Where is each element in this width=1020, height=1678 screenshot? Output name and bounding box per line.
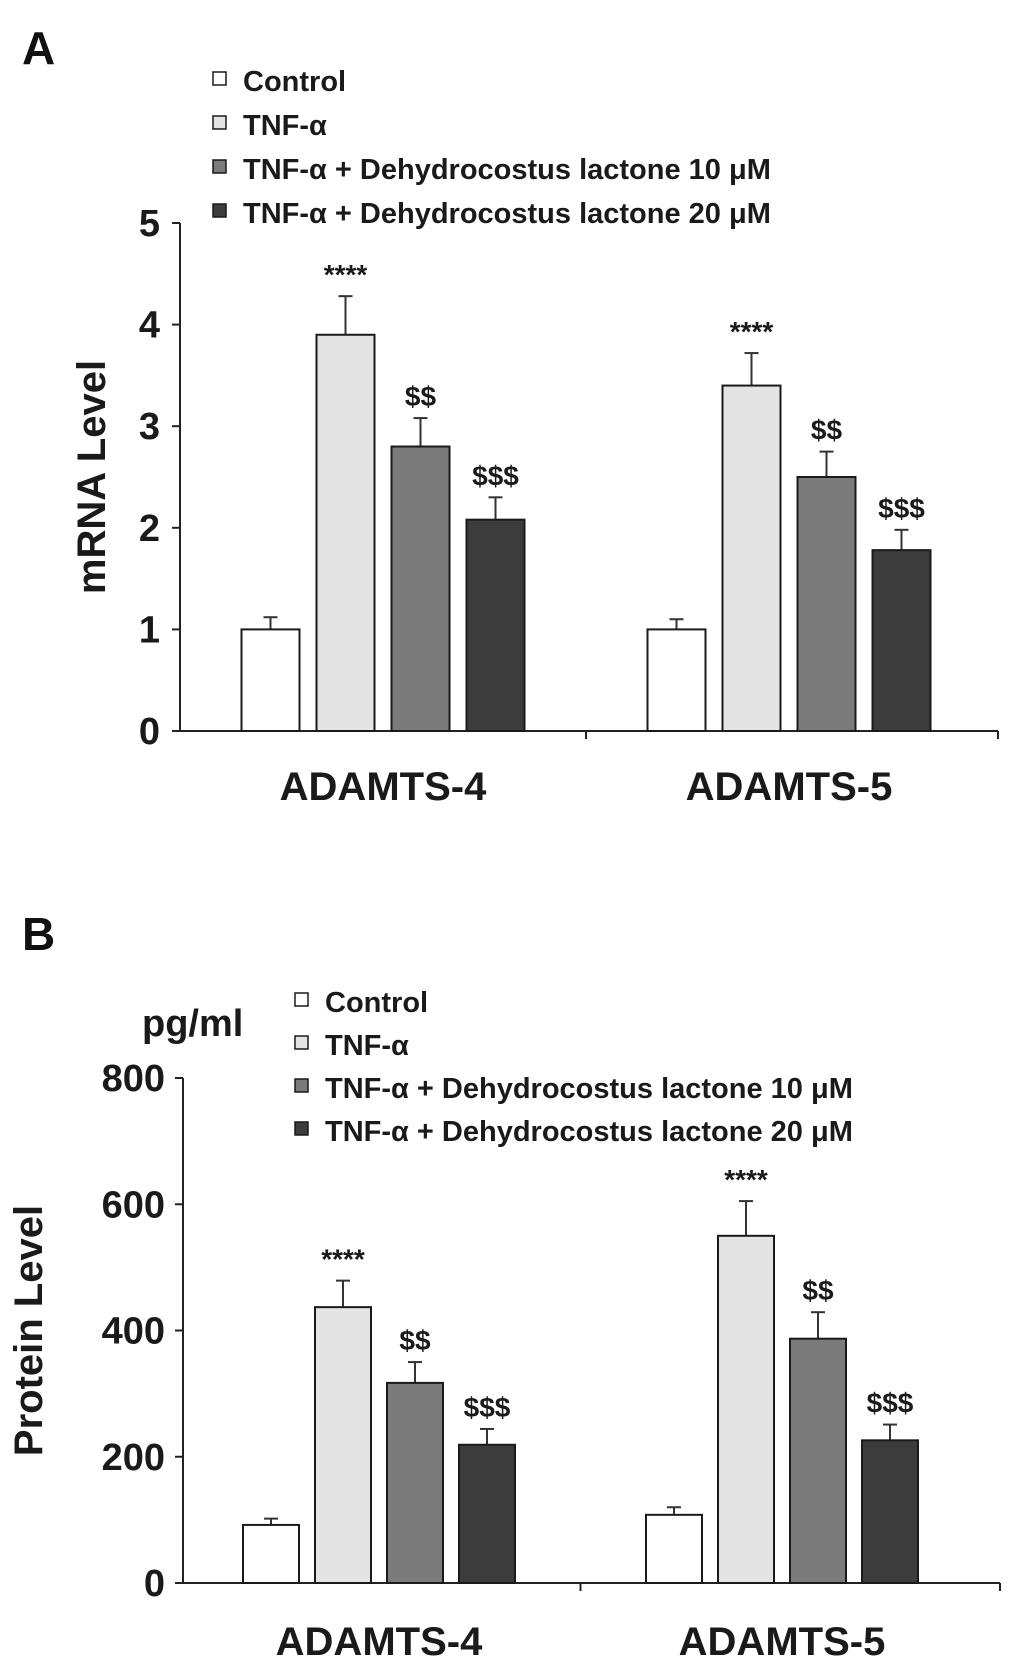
bar <box>645 1513 703 1584</box>
bar <box>721 384 782 732</box>
significance-label: $$$ <box>472 460 519 491</box>
legend-label: TNF-α + Dehydrocostus lactone 10 μM <box>243 154 771 186</box>
y-tick-label: 200 <box>102 1437 165 1479</box>
y-axis-label: mRNA Level <box>70 360 114 594</box>
legend-swatch <box>212 203 227 218</box>
y-tick-label: 0 <box>139 711 160 753</box>
bar <box>796 476 857 732</box>
y-tick-label: 4 <box>139 305 160 347</box>
bar <box>717 1234 775 1584</box>
legend-label: TNF-α <box>325 1030 409 1062</box>
significance-label: **** <box>324 259 368 290</box>
category-label: ADAMTS-5 <box>679 1620 886 1664</box>
y-tick-label: 2 <box>139 508 160 550</box>
bar <box>315 333 376 732</box>
legend-swatch <box>212 159 227 174</box>
significance-label: $$$ <box>464 1392 511 1423</box>
significance-label: **** <box>724 1164 768 1195</box>
bar <box>386 1381 444 1585</box>
bar <box>861 1439 919 1585</box>
bar <box>646 628 707 733</box>
significance-label: **** <box>321 1244 365 1275</box>
category-label: ADAMTS-4 <box>280 765 487 809</box>
bar <box>871 549 932 732</box>
legend-swatch <box>212 115 227 130</box>
chart-panel-b: B Control TNF-α TNF-α + Dehydrocostus lacto… <box>7 908 1001 1664</box>
bar <box>465 518 526 732</box>
legend-label: TNF-α <box>243 110 327 142</box>
bar <box>789 1337 847 1585</box>
significance-label: $$$ <box>878 493 925 524</box>
y-tick-label: 1 <box>139 609 160 651</box>
legend-swatch <box>294 1121 309 1136</box>
y-axis-label: Protein Level <box>7 1205 51 1456</box>
y-tick-label: 3 <box>139 406 160 448</box>
significance-label: **** <box>730 316 774 347</box>
legend-label: TNF-α + Dehydrocostus lactone 20 μM <box>325 1116 853 1148</box>
legend-swatch <box>294 992 309 1007</box>
bar <box>390 445 451 732</box>
y-tick-label: 0 <box>144 1563 165 1605</box>
legend-swatch <box>294 1078 309 1093</box>
panel-letter: B <box>22 908 55 960</box>
bar <box>240 628 301 733</box>
significance-label: $$$ <box>867 1388 914 1419</box>
bar <box>458 1443 516 1584</box>
unit-label: pg/ml <box>142 1003 243 1045</box>
category-label: ADAMTS-5 <box>686 765 893 809</box>
category-label: ADAMTS-4 <box>276 1620 483 1664</box>
y-tick-label: 400 <box>102 1311 165 1353</box>
legend-label: Control <box>243 66 346 98</box>
y-tick-label: 600 <box>102 1184 165 1226</box>
significance-label: $$ <box>811 415 843 446</box>
panel-letter: A <box>22 22 55 74</box>
legend-label: Control <box>325 987 428 1019</box>
chart-panel-a: A Control TNF-α TNF-α + Dehydrocostus lacto… <box>22 22 999 809</box>
legend-swatch <box>212 71 227 86</box>
bar <box>242 1523 300 1585</box>
significance-label: $$ <box>802 1275 834 1306</box>
legend-label: TNF-α + Dehydrocostus lactone 10 μM <box>325 1073 853 1105</box>
y-tick-label: 5 <box>139 203 160 245</box>
significance-label: $$ <box>399 1325 431 1356</box>
significance-label: $$ <box>405 381 437 412</box>
y-tick-label: 800 <box>102 1058 165 1100</box>
legend-swatch <box>294 1035 309 1050</box>
legend-label: TNF-α + Dehydrocostus lactone 20 μM <box>243 198 771 230</box>
bar <box>314 1306 372 1585</box>
